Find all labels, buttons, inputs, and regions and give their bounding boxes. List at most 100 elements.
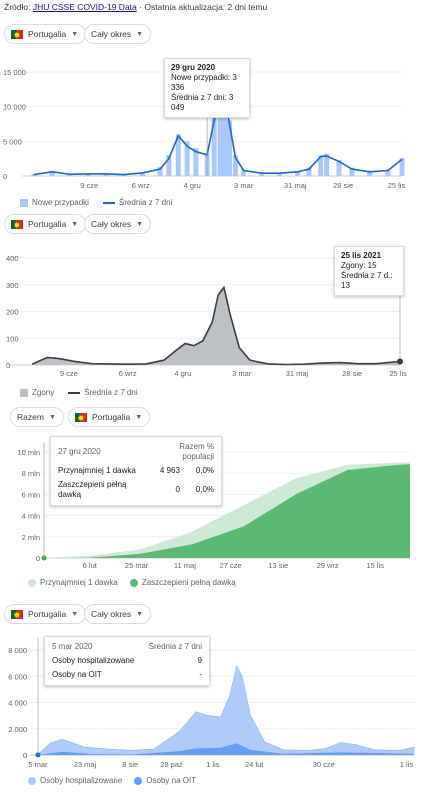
hosp-legend: Osoby hospitalizowane Osoby na OIT xyxy=(28,776,196,785)
cases-bar xyxy=(139,172,145,176)
tooltip-row-pct: 0,0% xyxy=(195,485,214,494)
y-tick-label: 300 xyxy=(6,281,19,290)
y-tick-label: 0 xyxy=(23,751,27,760)
country-select[interactable]: Portugalia ▼ xyxy=(4,24,87,44)
tooltip-row-pct: 0,0% xyxy=(195,466,214,475)
period-label: Cały okres xyxy=(91,609,132,619)
deaths-area xyxy=(32,286,400,365)
dropdown-arrow-icon: ▼ xyxy=(71,220,79,228)
x-tick-label: 29 wrz xyxy=(317,561,339,570)
dropdown-arrow-icon: ▼ xyxy=(48,413,56,421)
legend-swatch-bars xyxy=(20,198,28,207)
cases-bar xyxy=(324,153,330,176)
tooltip-row-label: Zaszczepieni pełną dawką xyxy=(58,480,127,499)
country-label: Portugalia xyxy=(28,219,67,229)
period-select-2[interactable]: Cały okres ▼ xyxy=(84,214,152,234)
cases-bar xyxy=(193,148,199,176)
cases-bar xyxy=(349,167,355,176)
y-tick-label: 2 mln xyxy=(22,533,40,542)
x-tick-label: 3 mar xyxy=(232,369,252,378)
cases-bar xyxy=(277,172,283,176)
cases-legend: Nowe przypadki Średnia z 7 dni xyxy=(20,198,172,207)
legend-swatch-partial xyxy=(28,578,36,587)
period-label: Cały okres xyxy=(91,29,132,39)
tooltip-row-value: - xyxy=(199,670,202,679)
x-tick-label: 6 lut xyxy=(83,561,98,570)
x-tick-label: 30 cze xyxy=(313,760,335,769)
y-tick-label: 6 mln xyxy=(22,490,40,499)
tooltip-row-label: Przynajmniej 1 dawka xyxy=(58,466,136,475)
legend-label-bars: Nowe przypadki xyxy=(32,198,89,207)
country-select-3[interactable]: Portugalia ▼ xyxy=(68,407,151,427)
cases-bar xyxy=(211,113,217,176)
source-prefix: Źródło: xyxy=(4,2,31,12)
icu-area xyxy=(38,743,414,755)
country-label: Portugalia xyxy=(28,609,67,619)
period-select[interactable]: Cały okres ▼ xyxy=(84,24,152,44)
y-tick-label: 10 000 xyxy=(3,103,26,112)
deaths-legend: Zgony Średnia z 7 dni xyxy=(20,388,138,397)
deaths-tooltip: 25 lis 2021 Zgony: 15 Średnia z 7 d.: 13 xyxy=(334,246,404,296)
x-tick-label: 9 cze xyxy=(80,181,98,190)
cases-bar xyxy=(259,172,265,176)
portugal-flag-icon xyxy=(75,412,87,422)
dropdown-arrow-icon: ▼ xyxy=(136,610,144,618)
scope-select[interactable]: Razem ▼ xyxy=(10,407,64,427)
cases-bar xyxy=(31,173,37,176)
x-tick-label: 13 sie xyxy=(268,561,288,570)
x-tick-label: 28 sie xyxy=(342,369,362,378)
legend-swatch-area xyxy=(20,388,28,397)
y-tick-label: 8 mln xyxy=(22,469,40,478)
x-tick-label: 6 wrz xyxy=(119,369,137,378)
cases-bar xyxy=(49,171,55,176)
deaths-7day-line xyxy=(31,285,401,366)
portugal-flag-icon xyxy=(11,609,23,619)
tooltip-deaths: Zgony: 15 xyxy=(341,261,377,270)
legend-label-full: Zaszczepieni pełną dawką xyxy=(141,578,236,587)
y-tick-label: 10 mln xyxy=(17,448,40,457)
legend-swatch-icu xyxy=(134,776,143,785)
x-tick-label: 25 lis xyxy=(389,369,407,378)
dropdown-arrow-icon: ▼ xyxy=(135,413,143,421)
dropdown-arrow-icon: ▼ xyxy=(136,30,144,38)
cases-bar xyxy=(336,160,342,176)
cases-bar xyxy=(295,171,301,176)
x-tick-label: 1 lis xyxy=(400,760,414,769)
country-select-4[interactable]: Portugalia ▼ xyxy=(4,604,87,624)
dropdown-arrow-icon: ▼ xyxy=(136,220,144,228)
y-tick-label: 5 000 xyxy=(3,137,22,146)
y-tick-label: 0 xyxy=(36,554,40,563)
legend-label-line: Średnia z 7 dni xyxy=(118,198,173,207)
portugal-flag-icon xyxy=(11,29,23,39)
hosp-area xyxy=(37,664,415,756)
legend-swatch-line xyxy=(102,201,115,204)
tooltip-avg: Średnia z 7 d.: 13 xyxy=(341,271,393,290)
legend-swatch-full xyxy=(129,578,138,587)
legend-label-hosp: Osoby hospitalizowane xyxy=(40,776,123,785)
tooltip-row-value: 9 xyxy=(197,656,202,665)
cases-tooltip: 29 gru 2020 Nowe przypadki: 3 336 Średni… xyxy=(164,58,250,118)
vax-legend: Przynajmniej 1 dawka Zaszczepieni pełną … xyxy=(28,578,236,587)
x-tick-label: 15 lis xyxy=(366,561,384,570)
x-tick-label: 25 mar xyxy=(125,561,149,570)
x-tick-label: 28 sie xyxy=(333,181,353,190)
tooltip-row-label: Osoby na OIT xyxy=(52,670,102,679)
country-select-2[interactable]: Portugalia ▼ xyxy=(4,214,87,234)
cases-bar xyxy=(241,169,247,176)
tooltip-row-label: Osoby hospitalizowane xyxy=(52,656,135,665)
tooltip-date: 25 lis 2021 xyxy=(341,251,382,260)
cases-bar xyxy=(385,169,391,176)
x-tick-label: 25 lis xyxy=(388,181,406,190)
legend-label-icu: Osoby na OIT xyxy=(146,776,197,785)
x-tick-label: 11 maj xyxy=(174,561,196,570)
tooltip-date: 5 mar 2020 xyxy=(52,642,93,651)
x-tick-label: 8 sie xyxy=(122,760,138,769)
source-link[interactable]: JHU CSSE COVID-19 Data xyxy=(32,2,137,12)
dropdown-arrow-icon: ▼ xyxy=(71,610,79,618)
x-tick-label: 4 gru xyxy=(184,181,201,190)
y-tick-label: 4 mln xyxy=(22,512,40,521)
y-tick-label: 400 xyxy=(6,254,19,263)
period-select-4[interactable]: Cały okres ▼ xyxy=(84,604,152,624)
cases-bar xyxy=(184,141,190,176)
